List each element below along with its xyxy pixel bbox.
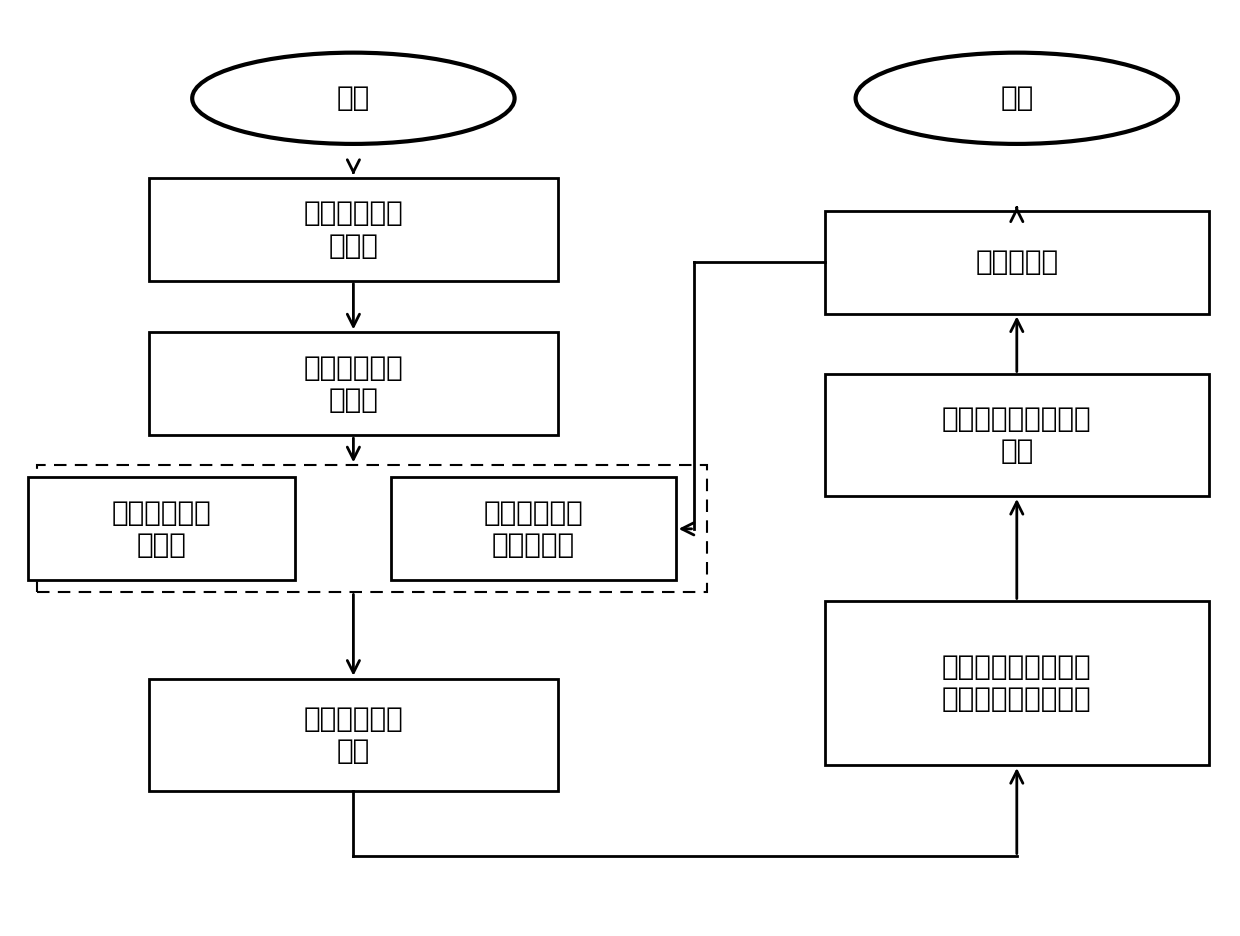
Bar [825, 211, 1209, 314]
Ellipse shape [856, 52, 1178, 144]
Bar [29, 477, 295, 580]
Bar [391, 477, 676, 580]
Ellipse shape [192, 52, 515, 144]
Text: 开始: 开始 [337, 84, 370, 112]
Bar [149, 332, 558, 435]
Text: 安装新工件: 安装新工件 [975, 248, 1059, 276]
Bar [825, 601, 1209, 765]
Bar [149, 679, 558, 791]
Text: 结束: 结束 [1001, 84, 1033, 112]
Text: 示教机器人检
测程序: 示教机器人检 测程序 [304, 354, 403, 414]
Text: 运行更新的焊接示教
程序: 运行更新的焊接示教 程序 [942, 405, 1091, 465]
Text: 传感器检测焊
缝连续轨迹: 传感器检测焊 缝连续轨迹 [484, 499, 583, 559]
Text: 运行机器人检
测程序: 运行机器人检 测程序 [112, 499, 211, 559]
Bar [149, 178, 558, 281]
Text: 机器人控制器修改示
教程序中示教点位置: 机器人控制器修改示 教程序中示教点位置 [942, 653, 1091, 713]
Bar [37, 465, 707, 592]
Text: 输出孤立的焊
缝点: 输出孤立的焊 缝点 [304, 705, 403, 765]
Bar [825, 374, 1209, 496]
Text: 安装初始工件
并示教: 安装初始工件 并示教 [304, 199, 403, 259]
